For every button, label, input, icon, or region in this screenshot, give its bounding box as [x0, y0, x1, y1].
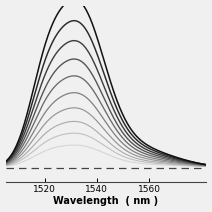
X-axis label: Wavelength  ( nm ): Wavelength ( nm ) — [53, 197, 159, 206]
